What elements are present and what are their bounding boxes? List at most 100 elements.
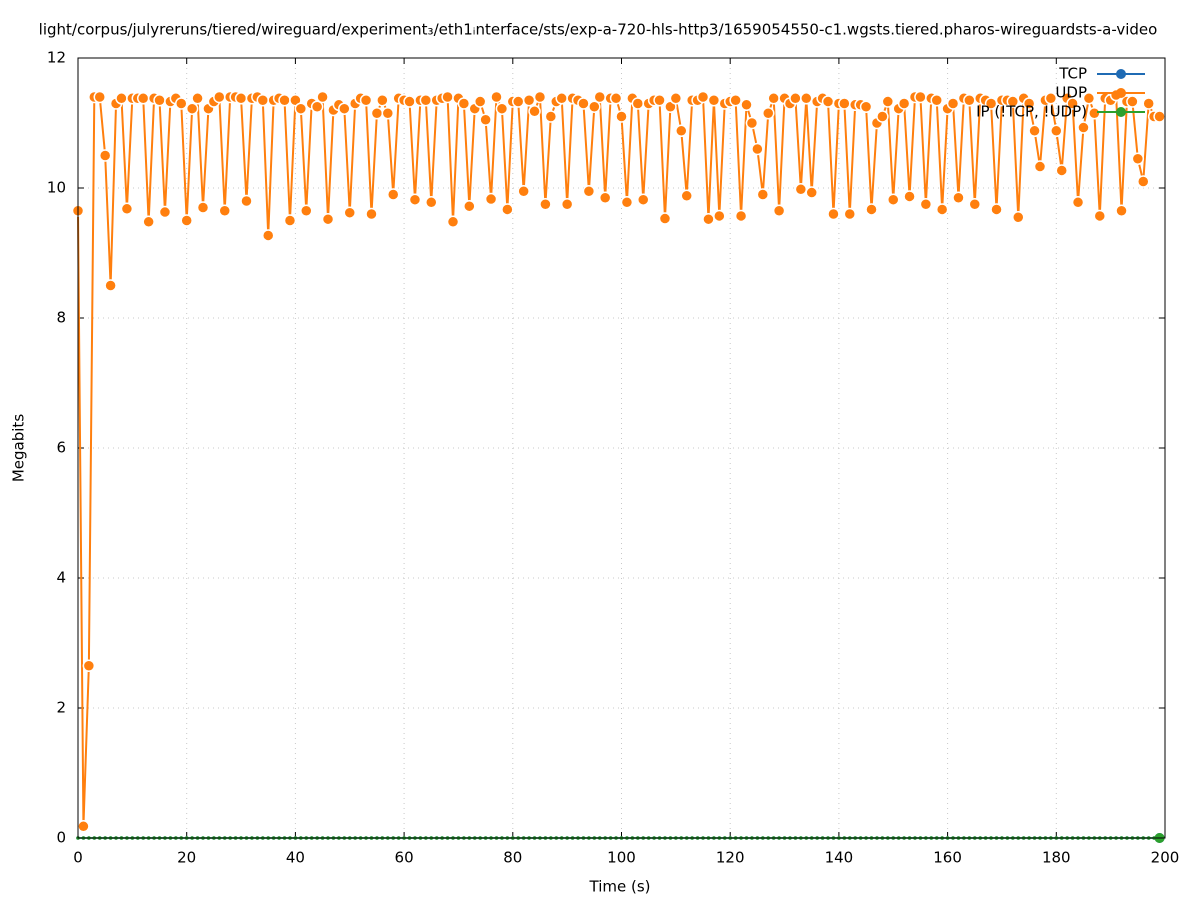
y-axis-label: Megabits (10, 414, 28, 482)
data-point (1033, 160, 1047, 173)
data-point (653, 94, 666, 107)
data-point (1055, 164, 1068, 177)
data-point (1082, 92, 1096, 105)
data-point (1028, 124, 1041, 138)
data-point (930, 94, 943, 107)
data-point (403, 95, 416, 108)
data-point (376, 94, 389, 107)
data-point (278, 94, 291, 107)
data-point (484, 192, 498, 206)
data-point (479, 113, 492, 126)
data-point (756, 188, 770, 201)
y-tick-label: 4 (56, 569, 66, 587)
data-point (588, 100, 601, 113)
data-point (310, 100, 324, 113)
legend-marker (1116, 69, 1126, 79)
data-point (1115, 204, 1128, 217)
data-point (1077, 121, 1090, 134)
data-point (185, 102, 199, 115)
data-point (702, 212, 715, 226)
data-point (952, 191, 965, 204)
data-point (897, 97, 911, 110)
data-point (93, 90, 106, 104)
data-point (218, 204, 231, 217)
data-point (745, 116, 759, 130)
data-point (675, 124, 688, 138)
chart-title: light/corpus/julyreruns/tiered/wireguard… (39, 21, 1158, 39)
data-point (495, 102, 509, 115)
grid (77, 57, 1166, 839)
data-point (446, 215, 460, 229)
data-point (669, 92, 683, 105)
data-point (82, 659, 96, 672)
data-point (142, 215, 155, 229)
data-point (1012, 211, 1025, 224)
data-point (859, 100, 873, 113)
x-tick-label: 80 (503, 849, 522, 867)
data-point (501, 203, 514, 216)
data-point (838, 97, 851, 110)
data-point (729, 94, 742, 107)
x-tick-label: 100 (607, 849, 636, 867)
data-point (636, 193, 650, 206)
data-point (1131, 152, 1145, 165)
data-point (175, 97, 188, 110)
data-point (903, 190, 916, 203)
data-point (740, 98, 753, 112)
data-point (381, 107, 395, 120)
data-point (968, 198, 982, 211)
legend-label: UDP (1055, 84, 1087, 102)
data-point (1022, 97, 1036, 110)
y-tick-label: 10 (47, 179, 66, 197)
data-point (843, 207, 857, 221)
x-tick-label: 140 (825, 849, 854, 867)
data-point (1126, 95, 1139, 108)
plot-area (71, 88, 1166, 843)
data-point (321, 212, 335, 226)
data-point (98, 149, 112, 162)
data-point (713, 209, 726, 223)
data-point (751, 142, 764, 156)
data-point (865, 203, 878, 216)
data-point (827, 207, 840, 221)
data-point (463, 199, 476, 213)
data-point (963, 94, 976, 107)
data-point (914, 90, 927, 104)
y-tick-label: 2 (56, 699, 66, 717)
x-tick-label: 180 (1042, 849, 1071, 867)
x-tick-label: 200 (1151, 849, 1180, 867)
x-tick-label: 120 (716, 849, 745, 867)
data-point (1093, 209, 1107, 223)
data-point (386, 188, 400, 201)
data-point (539, 198, 552, 211)
legend-marker (1116, 107, 1126, 117)
data-point (1153, 110, 1166, 123)
data-point (283, 214, 297, 227)
data-point (370, 107, 384, 120)
data-point (528, 105, 541, 118)
data-point (457, 97, 471, 110)
data-point (408, 193, 422, 206)
data-point (473, 95, 487, 108)
data-point (696, 90, 710, 104)
data-point (560, 198, 574, 211)
x-tick-label: 0 (73, 849, 83, 867)
data-point (180, 214, 193, 227)
data-point (935, 203, 949, 216)
data-point (658, 212, 672, 225)
data-point (365, 207, 378, 221)
data-point (136, 92, 150, 105)
data-point (256, 94, 270, 107)
x-tick-label: 60 (395, 849, 414, 867)
y-tick-label: 0 (56, 829, 66, 847)
data-point (598, 191, 612, 204)
y-tick-label: 8 (56, 309, 66, 327)
y-tick-label: 12 (47, 49, 66, 67)
data-point (343, 206, 356, 219)
x-tick-label: 40 (286, 849, 305, 867)
data-point (767, 92, 780, 105)
data-point (707, 94, 721, 107)
data-point (734, 209, 748, 223)
x-tick-label: 20 (177, 849, 196, 867)
